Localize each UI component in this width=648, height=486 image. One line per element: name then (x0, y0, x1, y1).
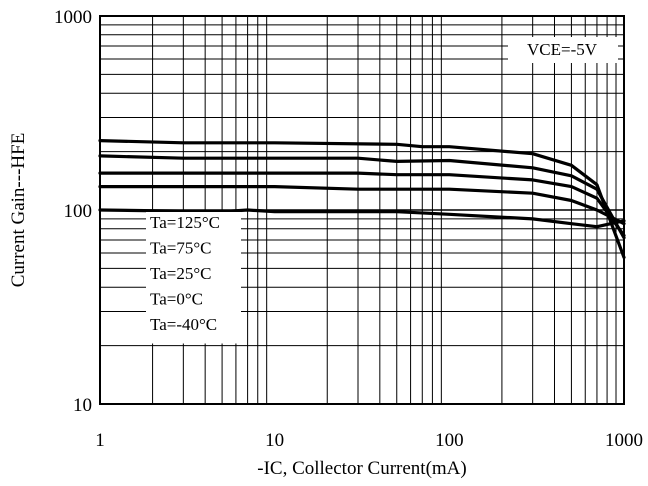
y-tick-label: 100 (64, 201, 93, 222)
vce-annotation: VCE=-5V (527, 40, 598, 59)
x-tick-label: 1000 (605, 430, 643, 451)
legend-label: Ta=-40°C (150, 315, 217, 334)
series-line-3 (98, 171, 626, 237)
series-line-1 (98, 139, 626, 259)
legend-box (146, 212, 241, 344)
series-line-5 (98, 208, 626, 229)
legend-label: Ta=125°C (150, 213, 220, 232)
x-tick-label: 1 (95, 430, 105, 451)
legend-label: Ta=75°C (150, 239, 211, 258)
legend-label: Ta=0°C (150, 290, 203, 309)
plot-frame (99, 15, 625, 405)
x-axis-label: -IC, Collector Current(mA) (257, 458, 466, 479)
x-tick-label: 10 (265, 430, 284, 451)
y-tick-label: 1000 (54, 7, 92, 28)
legend: Ta=125°C Ta=75°C Ta=25°C Ta=0°C Ta=-40°C (150, 213, 220, 334)
annotation-box (508, 37, 618, 63)
y-tick-label: 10 (73, 395, 92, 416)
series-lines (98, 139, 626, 259)
series-line-4 (98, 185, 626, 226)
legend-label: Ta=25°C (150, 264, 211, 283)
x-tick-label: 100 (435, 430, 464, 451)
y-axis-label: Current Gain---HFE (8, 133, 29, 288)
series-line-2 (98, 154, 626, 240)
